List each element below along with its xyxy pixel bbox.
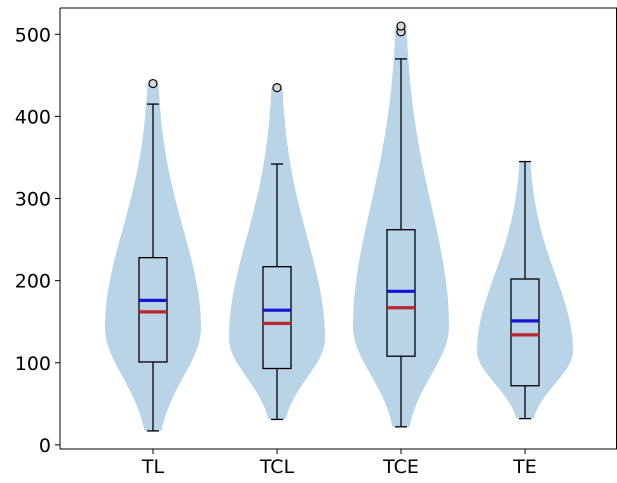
x-tick-label-te: TE <box>512 456 537 478</box>
y-tick-label-100: 100 <box>15 353 51 375</box>
x-tick-label-tl: TL <box>141 456 165 478</box>
violin-layer <box>105 26 573 431</box>
y-tick-label-300: 300 <box>15 189 51 211</box>
y-tick-label-200: 200 <box>15 271 51 293</box>
box-tce <box>386 229 416 357</box>
box-tcl <box>262 266 292 370</box>
violin-te <box>477 161 573 419</box>
x-tick-label-tcl: TCL <box>259 456 295 478</box>
box-te <box>510 278 540 387</box>
y-tick-label-400: 400 <box>15 106 51 128</box>
outlier-tce-1 <box>396 21 406 31</box>
x-tick-label-tce: TCE <box>382 456 419 478</box>
outlier-tcl-0 <box>272 83 282 93</box>
y-tick-label-500: 500 <box>15 24 51 46</box>
axes-layer: TL TCL TCE TE 0 100 200 300 400 500 <box>15 7 617 478</box>
box-tl <box>138 257 168 363</box>
boxplot-layer <box>138 21 540 432</box>
y-tick-label-0: 0 <box>39 435 51 457</box>
outlier-tl-0 <box>148 78 158 89</box>
